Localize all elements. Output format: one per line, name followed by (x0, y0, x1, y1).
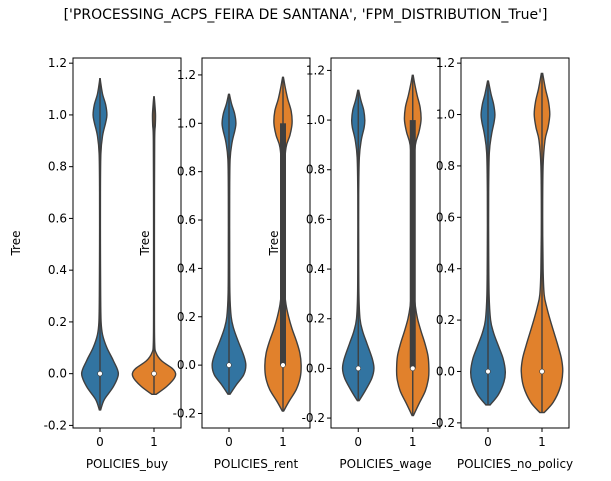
y-tick-label: 1.2 (436, 56, 455, 70)
x-tick-label: 1 (409, 435, 417, 449)
y-axis-label: Tree (9, 230, 23, 256)
x-tick-label: 1 (279, 435, 287, 449)
y-tick-label: -0.2 (432, 416, 455, 430)
y-tick-label: 0.0 (436, 364, 455, 378)
violin-median-marker (280, 362, 286, 368)
figure-title: ['PROCESSING_ACPS_FEIRA DE SANTANA', 'FP… (63, 7, 548, 23)
x-tick-label: 0 (484, 435, 492, 449)
y-tick-label: 0.2 (48, 315, 67, 329)
subplot-2: -0.2 0.0 0.2 0.4 0.6 0.8 1.0 1.2 0 1 POLICIES_rent… (138, 57, 311, 471)
y-tick-label: 1.0 (48, 108, 67, 122)
x-tick-label: 1 (150, 435, 158, 449)
subplot-4: -0.2 0.0 0.2 0.4 0.6 0.8 1.0 1.2 0 1 POLICIES_no_p… (432, 56, 574, 471)
violin-median-marker (485, 368, 491, 375)
y-tick-label: 1.0 (177, 116, 196, 130)
y-tick-label: 0.4 (177, 261, 196, 275)
y-tick-label: 0.4 (306, 262, 325, 276)
subplot-1: -0.2 0.0 0.2 0.4 0.6 0.8 1.0 1.2 0 1 POLICIES_buy T… (9, 56, 182, 471)
violin-median-marker (410, 365, 416, 372)
violin-iqr-box (409, 120, 416, 369)
y-tick-label: 0.6 (306, 212, 325, 226)
y-tick-label: -0.2 (44, 418, 67, 432)
violin-iqr-box (280, 123, 286, 366)
axes-frame (460, 57, 570, 429)
y-tick-label: 0.8 (306, 163, 325, 177)
y-axis-label: Tree (138, 230, 152, 256)
y-tick-label: 0.0 (306, 361, 325, 375)
axes-frame (201, 57, 311, 429)
y-tick-label: 0.4 (48, 263, 67, 277)
y-tick-label: 1.2 (48, 56, 67, 70)
x-tick-label: 0 (96, 435, 104, 449)
y-axis-label: Tree (267, 230, 281, 256)
violin-median-marker (97, 370, 103, 377)
y-tick-label: 0.8 (177, 165, 196, 179)
y-tick-label: 1.0 (436, 108, 455, 122)
subplot-3: -0.2 0.0 0.2 0.4 0.6 0.8 1.0 1.2 0 1 POLICIES_wage… (267, 57, 441, 471)
violin-median-marker (539, 368, 545, 375)
y-tick-label: 0.0 (48, 367, 67, 381)
y-tick-label: -0.2 (302, 411, 325, 425)
x-axis-label: POLICIES_buy (86, 457, 168, 471)
axes-frame (72, 57, 182, 429)
y-tick-label: 1.2 (177, 68, 196, 82)
y-tick-label: 0.6 (177, 213, 196, 227)
y-tick-label: 0.2 (436, 313, 455, 327)
violin-median-marker (151, 370, 157, 377)
x-tick-label: 0 (354, 435, 362, 449)
y-tick-label: 0.0 (177, 358, 196, 372)
axes-frame (330, 57, 441, 429)
y-tick-label: -0.2 (173, 406, 196, 420)
y-tick-label: 0.8 (436, 159, 455, 173)
x-axis-label: POLICIES_rent (214, 457, 299, 471)
y-tick-label: 0.2 (306, 312, 325, 326)
violin-median-marker (226, 362, 232, 368)
violin-median-marker (355, 365, 361, 372)
x-axis-label: POLICIES_no_policy (457, 457, 573, 471)
x-tick-label: 0 (225, 435, 233, 449)
y-tick-label: 0.6 (48, 211, 67, 225)
x-tick-label: 1 (538, 435, 546, 449)
y-tick-label: 0.2 (177, 310, 196, 324)
x-axis-label: POLICIES_wage (339, 457, 431, 471)
y-tick-label: 1.0 (306, 113, 325, 127)
y-tick-label: 0.4 (436, 262, 455, 276)
y-tick-label: 1.2 (306, 63, 325, 77)
y-tick-label: 0.8 (48, 160, 67, 174)
y-tick-label: 0.6 (436, 210, 455, 224)
